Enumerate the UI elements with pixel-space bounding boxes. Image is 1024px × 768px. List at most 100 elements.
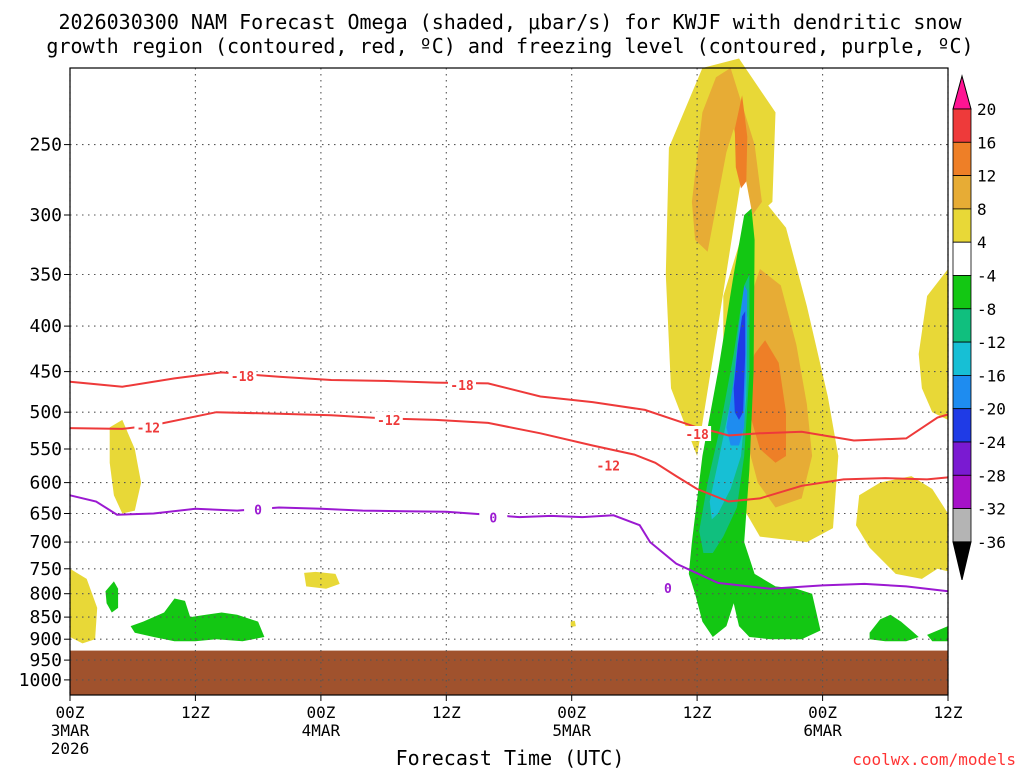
colorbar-swatch-10 (952, 408, 972, 443)
freezing-level-0-label-0: 0 (254, 503, 262, 518)
colorbar-label-4: 4 (977, 233, 987, 252)
temperature-contours: -18 -18 -18 -12 -12 -12 0 0 0 (69, 367, 949, 597)
x-date-label-4: 5MAR (552, 721, 591, 740)
freezing-level-0-label-1: 0 (489, 512, 497, 527)
colorbar-label-5: -4 (977, 267, 996, 286)
freezing-level-0-label-2: 0 (664, 582, 672, 597)
dgz-minus-18-label-bg-0 (228, 367, 257, 383)
x-date-label-6: 6MAR (803, 721, 842, 740)
omega-region-21 (733, 311, 746, 420)
chart-title-line2: growth region (contoured, red, ºC) and f… (46, 34, 973, 58)
colorbar-label-2: 12 (977, 167, 996, 186)
y-tick-label-550: 550 (29, 439, 62, 460)
dgz-minus-12-label-bg-2 (594, 457, 623, 473)
colorbar-swatch-5 (952, 241, 972, 276)
y-tick-label-950: 950 (29, 650, 62, 671)
colorbar-swatch-3 (952, 175, 972, 210)
dgz-minus-18-label-bg-1 (448, 377, 476, 392)
omega-region-14 (105, 581, 119, 613)
omega-colorbar: 20 16 12 8 4 -4 -8 -12 -16 -20 -24 -28 -32 -36 (952, 74, 1006, 581)
x-axis-title: Forecast Time (UTC) (396, 746, 625, 768)
colorbar-label-8: -16 (977, 366, 1006, 385)
colorbar-label-3: 8 (977, 200, 987, 219)
colorbar-label-10: -24 (977, 433, 1006, 452)
colorbar-label-12: -32 (977, 500, 1006, 519)
x-date-label-2: 4MAR (302, 721, 341, 740)
omega-shading (70, 58, 948, 654)
dgz-minus-12-label-bg-0 (134, 419, 163, 435)
omega-region-17 (927, 626, 948, 642)
colorbar-swatch-11 (952, 441, 972, 476)
omega-region-2 (856, 476, 948, 579)
colorbar-swatch-9 (952, 374, 972, 410)
plot-area: -18 -18 -18 -12 -12 -12 0 0 0 (69, 58, 949, 696)
freezing-level-0-label-bg-1 (479, 509, 508, 525)
y-tick-label-850: 850 (29, 607, 62, 628)
y-tick-label-750: 750 (29, 559, 62, 580)
colorbar-swatch-13 (952, 508, 972, 543)
x-tick-label-2: 00Z (306, 703, 335, 722)
colorbar-swatch-4 (952, 208, 972, 243)
y-tick-label-1000: 1000 (19, 670, 62, 691)
colorbar-label-1: 16 (977, 133, 996, 152)
chart-title-line1: 2026030300 NAM Forecast Omega (shaded, μ… (58, 10, 962, 34)
y-tick-label-250: 250 (29, 135, 62, 156)
dgz-minus-18-label-2: -18 (685, 428, 709, 443)
omega-region-18 (699, 274, 750, 553)
dgz-minus-12-label-0: -12 (137, 421, 160, 436)
dgz-minus-18-label-0: -18 (231, 370, 255, 385)
colorbar-label-7: -12 (977, 333, 1006, 352)
x-tick-label-1: 12Z (181, 703, 210, 722)
dgz-minus-12-label-bg-1 (374, 411, 403, 427)
colorbar-bottom-arrow (952, 541, 972, 581)
dgz-minus-12-label-1: -12 (377, 414, 400, 429)
colorbar-label-11: -28 (977, 466, 1006, 485)
x-tick-label-3: 12Z (432, 703, 461, 722)
colorbar-swatch-1 (952, 108, 972, 143)
omega-region-7 (570, 620, 576, 627)
omega-region-16 (869, 614, 919, 642)
freezing-level-0-label-bg-2 (653, 579, 682, 595)
colorbar-swatch-12 (952, 474, 972, 509)
dgz-minus-12-line (69, 411, 949, 503)
omega-region-13 (130, 598, 265, 642)
freezing-level-0-label-bg-0 (244, 501, 273, 517)
y-tick-label-500: 500 (29, 402, 62, 423)
dgz-minus-18-label-bg-2 (683, 426, 712, 441)
x-tick-label-5: 12Z (683, 703, 712, 722)
y-tick-label-800: 800 (29, 584, 62, 605)
plot-frame (69, 67, 949, 696)
x-date-label-0: 3MAR (51, 721, 90, 740)
y-tick-label-700: 700 (29, 532, 62, 553)
omega-region-10 (734, 95, 748, 189)
dgz-minus-12-label-2: -12 (597, 460, 620, 475)
y-tick-label-450: 450 (29, 362, 62, 383)
y-tick-label-600: 600 (29, 473, 62, 494)
x-tick-label-0: 00Z (56, 703, 85, 722)
freezing-level-0-line (69, 494, 949, 593)
y-tick-label-650: 650 (29, 504, 62, 525)
y-tick-label-350: 350 (29, 265, 62, 286)
omega-region-4 (109, 419, 142, 514)
colorbar-swatch-2 (952, 141, 972, 177)
omega-region-3 (918, 269, 948, 420)
y-tick-label-300: 300 (29, 205, 62, 226)
colorbar-swatch-7 (952, 308, 972, 343)
x-tick-label-4: 00Z (557, 703, 586, 722)
colorbar-label-9: -20 (977, 400, 1006, 419)
x-tick-label-6: 00Z (808, 703, 837, 722)
colorbar-label-6: -8 (977, 300, 996, 319)
colorbar-label-13: -36 (977, 533, 1006, 552)
dgz-minus-18-label-1: -18 (450, 379, 474, 394)
y-tick-label-400: 400 (29, 316, 62, 337)
gridlines (69, 68, 949, 695)
omega-region-6 (304, 571, 340, 589)
colorbar-label-0: 20 (977, 100, 996, 119)
credit-text: coolwx.com/models (852, 750, 1016, 768)
colorbar-swatch-6 (952, 275, 972, 310)
ground-below-surface (70, 650, 948, 695)
omega-region-5 (70, 568, 98, 644)
